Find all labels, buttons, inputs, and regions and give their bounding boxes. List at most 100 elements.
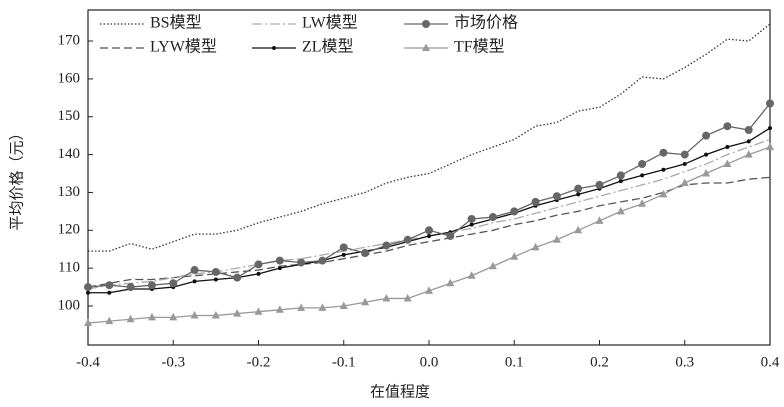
legend-marker xyxy=(422,43,430,51)
y-tick-label: 110 xyxy=(58,260,80,276)
data-point xyxy=(659,148,668,157)
data-point xyxy=(147,312,156,321)
series-line xyxy=(88,23,771,252)
data-point xyxy=(702,131,711,140)
data-point xyxy=(680,178,689,186)
data-point xyxy=(427,233,431,238)
data-point xyxy=(552,192,561,201)
data-point xyxy=(640,173,645,178)
data-point xyxy=(531,242,540,251)
data-point xyxy=(169,312,178,321)
data-point xyxy=(297,258,306,267)
data-point xyxy=(105,281,114,290)
data-point xyxy=(403,235,412,244)
data-point xyxy=(725,145,730,150)
legend-label: LYW模型 xyxy=(150,38,217,56)
data-point xyxy=(84,283,92,292)
x-tick-label: -0.2 xyxy=(247,354,271,370)
data-point xyxy=(126,283,135,292)
x-tick-label: -0.1 xyxy=(332,354,356,370)
x-tick-label: -0.4 xyxy=(76,354,100,370)
data-point xyxy=(169,279,178,288)
y-tick-label: 170 xyxy=(58,32,81,48)
x-tick-label: -0.3 xyxy=(161,354,185,370)
data-point xyxy=(488,213,497,222)
data-point xyxy=(552,235,561,243)
data-point xyxy=(341,252,346,257)
y-tick-label: 130 xyxy=(58,184,81,200)
y-tick-label: 160 xyxy=(58,70,81,86)
legend-label: TF模型 xyxy=(454,38,505,56)
data-point xyxy=(746,139,751,144)
data-point xyxy=(723,159,732,168)
data-point xyxy=(510,207,519,216)
series-line xyxy=(87,138,771,290)
data-point xyxy=(595,216,604,224)
data-point xyxy=(682,162,687,167)
x-tick-label: 0.1 xyxy=(505,354,524,370)
y-tick-label: 140 xyxy=(58,146,81,162)
data-point xyxy=(339,243,348,252)
data-point xyxy=(425,286,433,294)
y-tick-label: 100 xyxy=(58,297,81,313)
data-point xyxy=(105,316,114,325)
data-point xyxy=(702,169,711,177)
data-point xyxy=(382,241,391,250)
data-point xyxy=(361,249,370,258)
y-axis-label: 平均价格（元） xyxy=(8,125,25,230)
x-tick-label: 0.0 xyxy=(420,354,439,370)
data-point xyxy=(638,160,647,169)
data-point xyxy=(744,125,753,134)
data-point xyxy=(254,307,263,315)
data-point xyxy=(233,273,242,282)
data-point xyxy=(766,142,774,151)
data-point xyxy=(425,226,433,235)
data-point xyxy=(147,281,156,290)
data-point xyxy=(574,225,583,234)
data-point xyxy=(318,303,327,311)
data-point xyxy=(86,290,90,295)
data-point xyxy=(190,266,199,275)
data-point xyxy=(467,214,476,223)
data-point xyxy=(211,267,220,276)
data-point xyxy=(256,271,261,276)
data-point xyxy=(595,180,604,189)
legend-marker xyxy=(272,46,276,50)
data-point xyxy=(576,192,581,197)
data-point xyxy=(275,256,284,265)
data-point xyxy=(339,301,348,310)
y-tick-label: 120 xyxy=(58,222,81,238)
data-point xyxy=(275,305,284,313)
data-point xyxy=(661,167,666,172)
data-point xyxy=(107,290,112,295)
data-point xyxy=(84,318,92,327)
legend-label: 市场价格 xyxy=(454,14,518,32)
data-point xyxy=(638,199,647,207)
data-point xyxy=(723,122,732,131)
data-point xyxy=(680,150,689,159)
legend-label: BS模型 xyxy=(150,14,202,32)
data-point xyxy=(704,152,709,157)
data-point xyxy=(488,261,497,270)
x-tick-label: 0.2 xyxy=(590,354,609,370)
data-point xyxy=(213,277,218,282)
data-point xyxy=(403,293,412,302)
data-point xyxy=(277,266,282,271)
data-point xyxy=(616,171,625,180)
series-line xyxy=(87,103,771,288)
data-point xyxy=(361,297,370,306)
x-axis-label: 在值程度 xyxy=(370,383,430,400)
data-point xyxy=(467,271,476,279)
data-point xyxy=(382,293,391,302)
data-point xyxy=(446,231,455,240)
data-point xyxy=(318,256,327,265)
data-point xyxy=(616,206,625,215)
data-point xyxy=(297,303,306,311)
data-point xyxy=(126,314,135,323)
y-tick-label: 150 xyxy=(58,108,81,124)
data-point xyxy=(659,189,668,198)
data-point xyxy=(469,222,474,227)
data-point xyxy=(766,99,774,108)
data-point xyxy=(233,309,242,317)
